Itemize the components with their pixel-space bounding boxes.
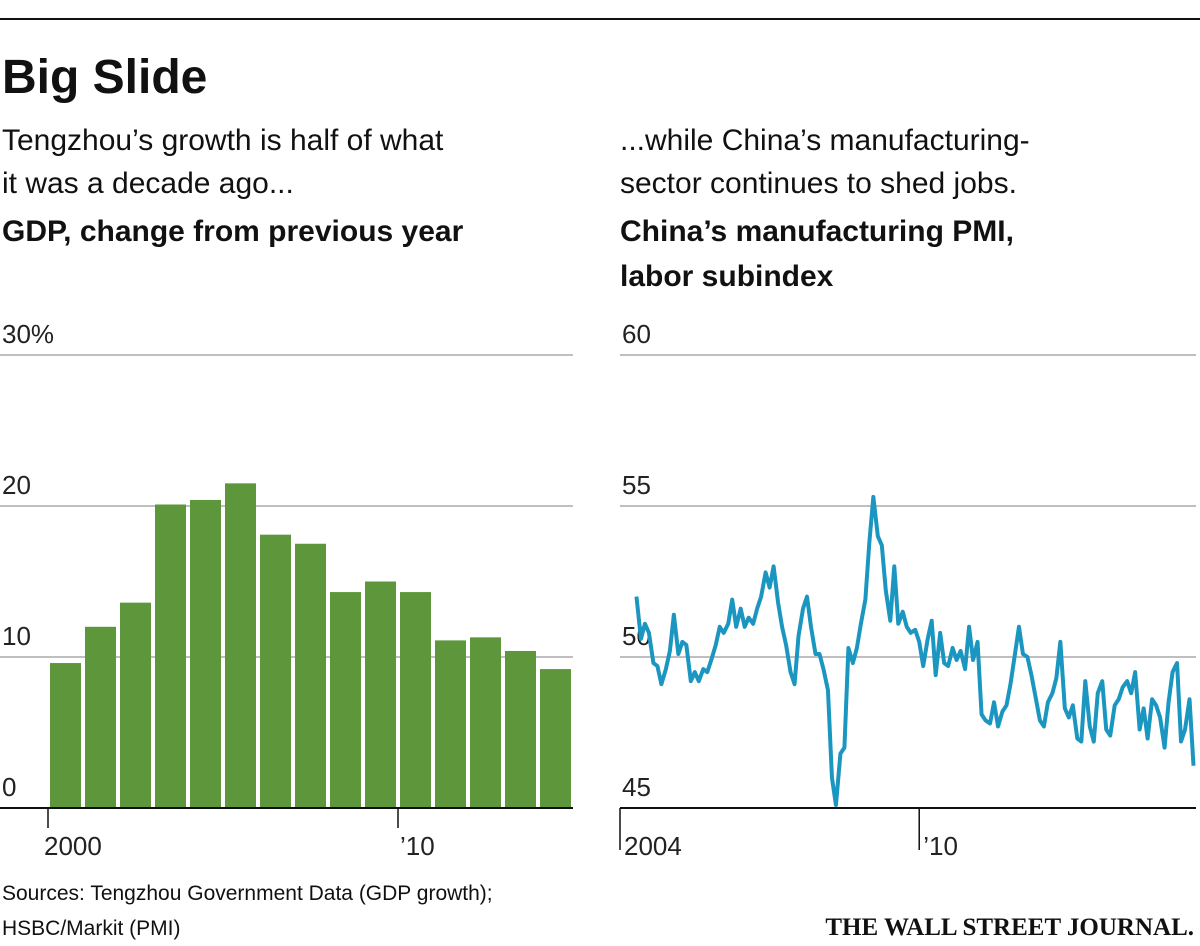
bar — [260, 534, 291, 808]
source: Sources: Tengzhou Government Data (GDP g… — [2, 882, 493, 905]
y-tick-label: 0 — [2, 772, 16, 802]
x-tick-label: 2000 — [44, 831, 102, 861]
y-tick-label: 60 — [622, 319, 651, 349]
bar — [190, 499, 221, 808]
bar — [295, 543, 326, 808]
bar — [505, 650, 536, 808]
chart-title: China’s manufacturing PMI, — [620, 215, 1014, 248]
bar — [120, 602, 151, 808]
title: Big Slide — [2, 51, 207, 104]
y-tick-label: 55 — [622, 470, 651, 500]
bar — [330, 592, 361, 808]
line — [634, 494, 1196, 807]
x-tick-label: ’10 — [400, 831, 435, 861]
subtitle: sector continues to shed jobs. — [620, 167, 1017, 200]
y-tick-label: 45 — [622, 772, 651, 802]
chart-title: labor subindex — [620, 260, 834, 293]
subtitle: ...while China’s manufacturing- — [620, 124, 1030, 157]
credit: THE WALL STREET JOURNAL. — [825, 914, 1194, 941]
subtitle: it was a decade ago... — [2, 167, 294, 200]
x-tick-label: 2004 — [624, 831, 682, 861]
bar — [155, 504, 186, 808]
chart-title: GDP, change from previous year — [2, 215, 464, 248]
bar — [470, 637, 501, 808]
source: HSBC/Markit (PMI) — [2, 917, 181, 940]
bar — [365, 581, 396, 808]
bar — [540, 669, 571, 808]
bar — [50, 663, 81, 808]
subtitle: Tengzhou’s growth is half of what — [2, 124, 444, 157]
bar — [225, 483, 256, 808]
bar — [400, 592, 431, 808]
y-tick-label: 30% — [2, 319, 54, 349]
bar — [85, 626, 116, 808]
y-tick-label: 10 — [2, 621, 31, 651]
y-tick-label: 20 — [2, 470, 31, 500]
bar — [435, 640, 466, 808]
x-tick-label: ’10 — [923, 831, 958, 861]
